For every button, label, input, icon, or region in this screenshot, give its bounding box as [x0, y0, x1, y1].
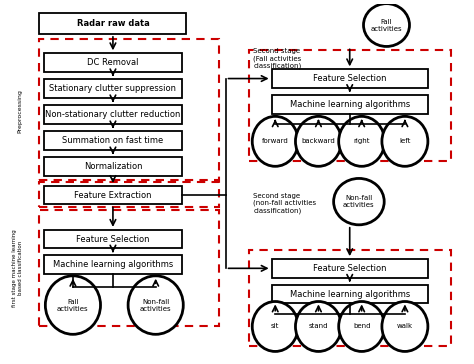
- FancyBboxPatch shape: [272, 95, 428, 114]
- Text: Stationary clutter suppression: Stationary clutter suppression: [49, 84, 176, 93]
- Ellipse shape: [364, 4, 410, 47]
- Text: stand: stand: [309, 324, 328, 329]
- FancyBboxPatch shape: [272, 285, 428, 303]
- Ellipse shape: [295, 301, 341, 352]
- Text: Preprocessing: Preprocessing: [17, 89, 22, 132]
- FancyBboxPatch shape: [272, 259, 428, 278]
- Bar: [39, 182, 219, 207]
- Text: Normalization: Normalization: [84, 162, 142, 171]
- Bar: [248, 50, 451, 161]
- Ellipse shape: [128, 276, 183, 334]
- Text: Feature Selection: Feature Selection: [313, 264, 386, 273]
- Text: Feature Selection: Feature Selection: [313, 74, 386, 83]
- Text: Machine learning algorithms: Machine learning algorithms: [290, 100, 410, 109]
- Text: Summation on fast time: Summation on fast time: [62, 136, 164, 145]
- Text: bend: bend: [353, 324, 370, 329]
- FancyBboxPatch shape: [44, 131, 182, 150]
- Text: Non-fall
activities: Non-fall activities: [140, 298, 172, 312]
- Text: Machine learning algorithms: Machine learning algorithms: [290, 289, 410, 298]
- Text: backward: backward: [301, 138, 335, 145]
- Text: DC Removal: DC Removal: [87, 58, 139, 67]
- Text: left: left: [399, 138, 410, 145]
- Text: walk: walk: [397, 324, 413, 329]
- Bar: [39, 39, 219, 180]
- Text: Second stage
(Fall activities
classification): Second stage (Fall activities classifica…: [253, 48, 301, 69]
- FancyBboxPatch shape: [44, 157, 182, 176]
- Ellipse shape: [382, 116, 428, 166]
- Text: Non-fall
activities: Non-fall activities: [343, 195, 375, 208]
- Text: Fall
activities: Fall activities: [57, 298, 89, 312]
- Text: Radar raw data: Radar raw data: [77, 19, 149, 28]
- Ellipse shape: [334, 178, 384, 225]
- Text: Machine learning algorithms: Machine learning algorithms: [53, 260, 173, 269]
- FancyBboxPatch shape: [44, 79, 182, 98]
- Ellipse shape: [46, 276, 100, 334]
- Bar: [248, 250, 451, 346]
- FancyBboxPatch shape: [44, 256, 182, 274]
- Ellipse shape: [252, 116, 298, 166]
- Text: sit: sit: [271, 324, 279, 329]
- Text: Non-stationary clutter reduction: Non-stationary clutter reduction: [45, 110, 181, 119]
- FancyBboxPatch shape: [44, 186, 182, 205]
- Text: right: right: [354, 138, 370, 145]
- Text: Second stage
(non-fall activities
classification): Second stage (non-fall activities classi…: [253, 193, 316, 214]
- Text: Feature Selection: Feature Selection: [76, 234, 150, 244]
- Text: Fall
activities: Fall activities: [371, 19, 402, 32]
- Ellipse shape: [382, 301, 428, 352]
- FancyBboxPatch shape: [44, 230, 182, 248]
- Ellipse shape: [339, 116, 385, 166]
- FancyBboxPatch shape: [44, 53, 182, 72]
- FancyBboxPatch shape: [39, 13, 186, 34]
- Text: Feature Extraction: Feature Extraction: [74, 191, 152, 200]
- Text: first stage machine learning
based classification: first stage machine learning based class…: [12, 229, 23, 307]
- Ellipse shape: [252, 301, 298, 352]
- FancyBboxPatch shape: [272, 69, 428, 88]
- Bar: [39, 210, 219, 327]
- Ellipse shape: [339, 301, 385, 352]
- Text: forward: forward: [262, 138, 289, 145]
- FancyBboxPatch shape: [44, 105, 182, 124]
- Ellipse shape: [295, 116, 341, 166]
